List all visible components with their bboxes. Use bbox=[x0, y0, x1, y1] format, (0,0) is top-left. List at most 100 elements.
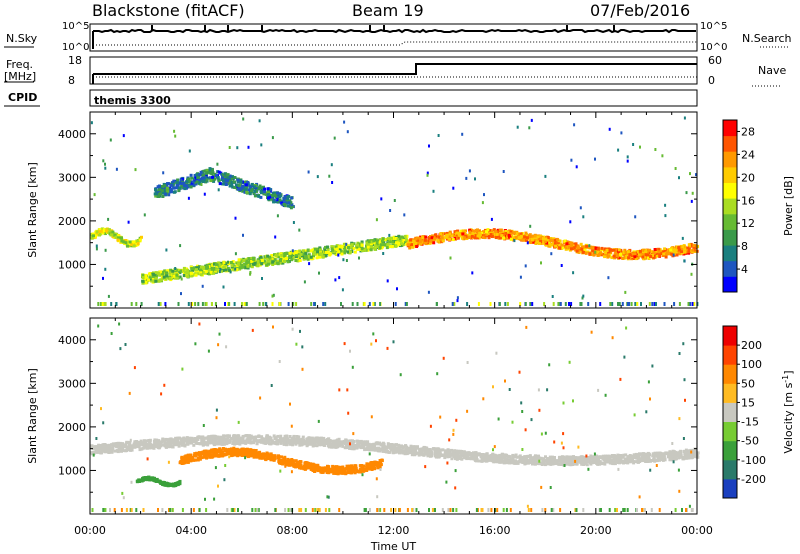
scatter-cell bbox=[266, 257, 270, 260]
scatter-cell bbox=[263, 187, 267, 191]
scatter-cell bbox=[534, 242, 538, 245]
scatter-cell bbox=[429, 452, 433, 456]
scatter-cell bbox=[222, 265, 226, 269]
scatter-cell bbox=[100, 227, 104, 231]
scatter-cell bbox=[244, 187, 248, 191]
scatter-cell bbox=[628, 253, 632, 256]
scatter-cell bbox=[559, 462, 563, 466]
scatter-cell bbox=[368, 448, 372, 452]
scatter-cell bbox=[493, 460, 497, 464]
scatter-cell bbox=[565, 242, 569, 246]
scatter-cell bbox=[439, 453, 443, 457]
scatter-cell bbox=[264, 192, 268, 196]
scatter-cell bbox=[559, 460, 563, 464]
near-range-cell bbox=[691, 302, 694, 306]
scatter-cell bbox=[614, 251, 618, 255]
scatter-cell bbox=[165, 274, 169, 278]
scatter-cell bbox=[588, 252, 592, 256]
scatter-cell bbox=[642, 248, 646, 252]
scatter-cell bbox=[468, 457, 472, 461]
noise-cell bbox=[573, 123, 576, 127]
scatter-cell bbox=[387, 445, 391, 449]
scatter-cell bbox=[285, 257, 289, 260]
scatter-cell bbox=[432, 241, 436, 245]
scatter-cell bbox=[161, 273, 164, 277]
scatter-cell bbox=[267, 191, 271, 195]
scatter-cell bbox=[205, 178, 209, 182]
scatter-cell bbox=[470, 452, 474, 456]
scatter-cell bbox=[161, 185, 165, 188]
scatter-cell bbox=[169, 268, 173, 272]
scatter-cell bbox=[444, 453, 448, 457]
noise-cell bbox=[109, 138, 112, 142]
scatter-cell bbox=[253, 194, 257, 198]
scatter-cell bbox=[553, 242, 557, 246]
scatter-cell bbox=[256, 263, 260, 267]
scatter-cell bbox=[525, 238, 528, 242]
scatter-cell bbox=[692, 244, 696, 248]
scatter-cell bbox=[360, 247, 364, 250]
scatter-cell bbox=[683, 453, 687, 457]
scatter-cell bbox=[140, 441, 144, 445]
scatter-cell bbox=[168, 437, 172, 441]
scatter-cell bbox=[468, 230, 472, 234]
scatter-cell bbox=[141, 279, 145, 283]
noise-cell bbox=[428, 144, 430, 148]
scatter-cell bbox=[595, 454, 599, 458]
scatter-cell bbox=[611, 454, 614, 457]
power-feature bbox=[90, 227, 143, 248]
scatter-cell bbox=[475, 236, 479, 240]
colorbar-tick-label: 24 bbox=[741, 148, 755, 161]
scatter-cell bbox=[371, 246, 375, 250]
scatter-cell bbox=[162, 275, 166, 279]
freq-label: Freq. bbox=[6, 58, 33, 71]
near-range-cell bbox=[157, 302, 160, 306]
scatter-cell bbox=[189, 441, 193, 444]
scatter-cell bbox=[619, 460, 623, 464]
scatter-cell bbox=[183, 268, 186, 272]
scatter-cell bbox=[301, 435, 305, 439]
scatter-cell bbox=[203, 441, 207, 445]
scatter-cell bbox=[232, 435, 235, 439]
scatter-cell bbox=[281, 438, 285, 442]
scatter-cell bbox=[282, 256, 286, 260]
scatter-cell bbox=[210, 172, 214, 176]
scatter-cell bbox=[363, 440, 367, 444]
near-range-cell bbox=[258, 302, 261, 306]
scatter-cell bbox=[379, 239, 383, 243]
near-range-cell bbox=[322, 302, 325, 306]
noise-cell bbox=[203, 192, 206, 196]
near-range-cell bbox=[552, 302, 555, 306]
scatter-cell bbox=[684, 247, 688, 251]
scatter-cell bbox=[553, 458, 557, 462]
scatter-cell bbox=[172, 190, 176, 194]
scatter-cell bbox=[242, 259, 246, 262]
near-range-cell bbox=[372, 302, 375, 306]
scatter-cell bbox=[574, 243, 578, 247]
scatter-cell bbox=[570, 244, 574, 248]
scatter-cell bbox=[608, 461, 612, 465]
scatter-cell bbox=[100, 229, 104, 233]
noise-cell bbox=[526, 241, 529, 245]
scatter-cell bbox=[395, 446, 399, 450]
scatter-cell bbox=[149, 443, 153, 447]
nsky-panel bbox=[89, 23, 698, 52]
nave-tick-hi: 60 bbox=[708, 54, 722, 67]
noise-cell bbox=[471, 271, 474, 275]
scatter-cell bbox=[388, 245, 392, 249]
scatter-cell bbox=[193, 174, 197, 177]
scatter-cell bbox=[258, 438, 262, 442]
scatter-cell bbox=[162, 191, 166, 195]
scatter-cell bbox=[212, 271, 216, 275]
scatter-cell bbox=[531, 240, 535, 244]
scatter-cell bbox=[583, 245, 587, 249]
noise-cell bbox=[330, 163, 333, 167]
scatter-cell bbox=[588, 246, 592, 250]
scatter-cell bbox=[536, 240, 540, 244]
scatter-cell bbox=[302, 252, 306, 256]
scatter-cell bbox=[350, 243, 354, 247]
scatter-cell bbox=[382, 243, 386, 247]
scatter-cell bbox=[621, 257, 625, 260]
scatter-cell bbox=[409, 238, 413, 242]
scatter-cell bbox=[398, 242, 401, 246]
